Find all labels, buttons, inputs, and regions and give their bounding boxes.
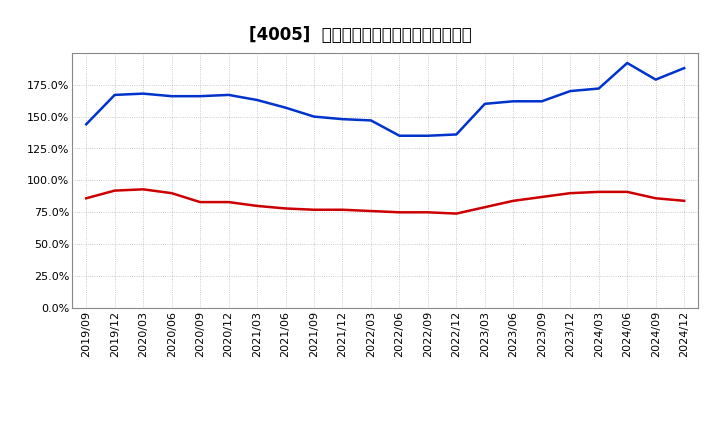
Text: [4005]  固定比率、固定長期適合率の推移: [4005] 固定比率、固定長期適合率の推移 bbox=[248, 26, 472, 44]
固定比率 bbox=[480, 101, 489, 106]
固定長期適合率 bbox=[82, 196, 91, 201]
固定長期適合率 bbox=[253, 203, 261, 209]
固定比率 bbox=[225, 92, 233, 98]
固定長期適合率 bbox=[282, 206, 290, 211]
固定比率 bbox=[110, 92, 119, 98]
固定比率 bbox=[680, 66, 688, 71]
固定比率 bbox=[566, 88, 575, 94]
Line: 固定長期適合率: 固定長期適合率 bbox=[86, 189, 684, 213]
固定比率 bbox=[282, 105, 290, 110]
固定長期適合率 bbox=[595, 189, 603, 194]
固定長期適合率 bbox=[480, 205, 489, 210]
固定長期適合率 bbox=[680, 198, 688, 203]
固定長期適合率 bbox=[652, 196, 660, 201]
固定長期適合率 bbox=[366, 209, 375, 214]
固定比率 bbox=[310, 114, 318, 119]
固定比率 bbox=[167, 94, 176, 99]
固定比率 bbox=[253, 97, 261, 103]
固定長期適合率 bbox=[196, 199, 204, 205]
固定長期適合率 bbox=[225, 199, 233, 205]
固定比率 bbox=[82, 121, 91, 127]
固定長期適合率 bbox=[110, 188, 119, 193]
固定比率 bbox=[537, 99, 546, 104]
固定長期適合率 bbox=[139, 187, 148, 192]
固定比率 bbox=[652, 77, 660, 82]
Line: 固定比率: 固定比率 bbox=[86, 63, 684, 136]
固定比率 bbox=[452, 132, 461, 137]
固定長期適合率 bbox=[167, 191, 176, 196]
固定比率 bbox=[395, 133, 404, 138]
固定長期適合率 bbox=[452, 211, 461, 216]
固定長期適合率 bbox=[338, 207, 347, 213]
固定比率 bbox=[423, 133, 432, 138]
固定長期適合率 bbox=[423, 210, 432, 215]
固定長期適合率 bbox=[395, 210, 404, 215]
固定比率 bbox=[366, 118, 375, 123]
固定長期適合率 bbox=[537, 194, 546, 200]
固定比率 bbox=[338, 117, 347, 122]
固定比率 bbox=[196, 94, 204, 99]
固定比率 bbox=[595, 86, 603, 91]
固定長期適合率 bbox=[509, 198, 518, 203]
固定比率 bbox=[509, 99, 518, 104]
固定長期適合率 bbox=[623, 189, 631, 194]
固定長期適合率 bbox=[566, 191, 575, 196]
固定比率 bbox=[623, 60, 631, 66]
固定長期適合率 bbox=[310, 207, 318, 213]
固定比率 bbox=[139, 91, 148, 96]
